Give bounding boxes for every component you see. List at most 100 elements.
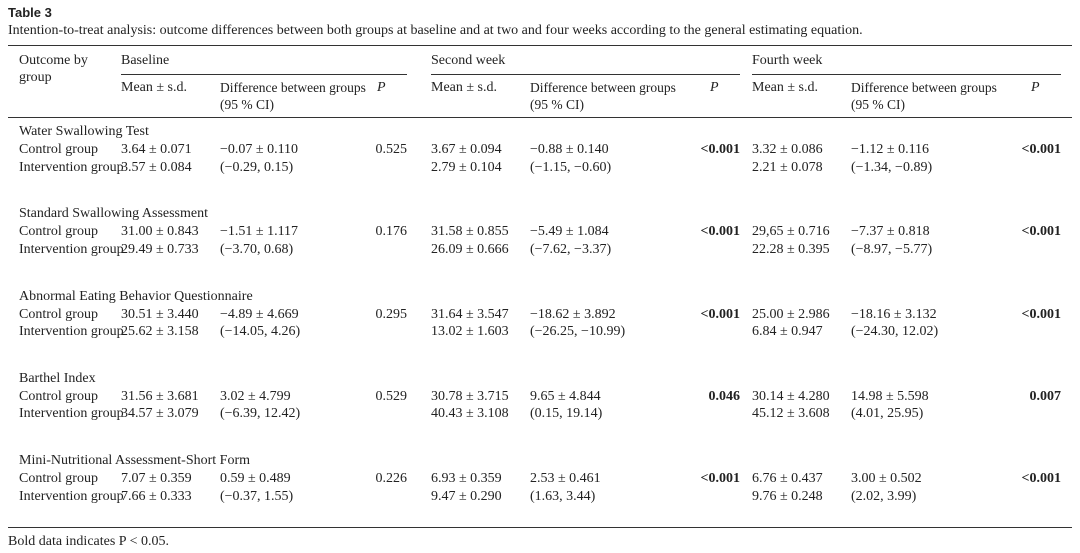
cell: 3.02 ± 4.799 — [220, 388, 291, 404]
column-header: Mean ± s.d. — [431, 80, 498, 95]
cell: (−0.37, 1.55) — [220, 488, 294, 504]
cell: 30.14 ± 4.280 — [752, 388, 830, 404]
column-header: P — [710, 80, 719, 95]
group-header: Fourth week — [752, 53, 823, 68]
cell: 34.57 ± 3.079 — [121, 406, 199, 422]
cell: 9.47 ± 0.290 — [431, 488, 502, 504]
column-header: Mean ± s.d. — [121, 80, 188, 95]
section-title: Water Swallowing Test — [19, 124, 149, 139]
row-label: Control group — [19, 224, 98, 240]
cell: 7.66 ± 0.333 — [121, 488, 192, 504]
cell: −18.16 ± 3.132 — [851, 306, 937, 322]
cell: (1.63, 3.44) — [530, 488, 596, 504]
section-title: Standard Swallowing Assessment — [19, 206, 208, 222]
cell: 25.62 ± 3.158 — [121, 324, 199, 340]
row-label: Control group — [19, 142, 98, 157]
cell: −7.37 ± 0.818 — [851, 224, 930, 240]
cell: −5.49 ± 1.084 — [530, 224, 609, 240]
cell: 29.49 ± 0.733 — [121, 241, 199, 257]
group-rule — [752, 74, 1061, 75]
cell: (−7.62, −3.37) — [530, 241, 612, 257]
row-label: Intervention group — [19, 324, 124, 340]
cell: 30.78 ± 3.715 — [431, 388, 509, 404]
p-value: <0.001 — [1021, 306, 1061, 322]
cell: 31.56 ± 3.681 — [121, 388, 199, 404]
column-header: Difference between groups (95 % CI) — [220, 80, 366, 112]
cell: (−3.70, 0.68) — [220, 241, 294, 257]
p-value: <0.001 — [700, 306, 740, 322]
cell: (−26.25, −10.99) — [530, 324, 626, 340]
p-value: <0.001 — [700, 471, 740, 487]
column-header: Difference between groups (95 % CI) — [851, 80, 997, 112]
p-value: <0.001 — [700, 224, 740, 240]
cell: (−6.39, 12.42) — [220, 406, 301, 422]
cell: 22.28 ± 0.395 — [752, 241, 830, 257]
cell: −1.51 ± 1.117 — [220, 224, 299, 240]
cell: (0.15, 19.14) — [530, 406, 603, 422]
p-value: 0.226 — [375, 471, 408, 487]
p-value: 0.525 — [375, 142, 408, 157]
cell: 9.65 ± 4.844 — [530, 388, 601, 404]
column-header: Difference between groups (95 % CI) — [530, 80, 676, 112]
cell: (−0.29, 0.15) — [220, 159, 294, 175]
row-label: Control group — [19, 306, 98, 322]
bottom-rule — [8, 527, 1072, 528]
table-label: Table 3 — [8, 5, 52, 20]
cell: 2.21 ± 0.078 — [752, 159, 823, 175]
cell: 31.64 ± 3.547 — [431, 306, 509, 322]
section-title: Abnormal Eating Behavior Questionnaire — [19, 288, 253, 304]
p-value: 0.046 — [708, 388, 741, 404]
group-header: Baseline — [121, 53, 170, 68]
column-header: P — [377, 80, 386, 95]
row-label: Intervention group — [19, 488, 124, 504]
cell: 45.12 ± 3.608 — [752, 406, 830, 422]
cell: 31.58 ± 0.855 — [431, 224, 509, 240]
column-header: Mean ± s.d. — [752, 80, 819, 95]
cell: 9.76 ± 0.248 — [752, 488, 823, 504]
cell: (2.02, 3.99) — [851, 488, 917, 504]
p-value: 0.529 — [375, 388, 408, 404]
footnote: Bold data indicates P < 0.05. — [8, 534, 169, 549]
cell: (−8.97, −5.77) — [851, 241, 933, 257]
cell: 30.51 ± 3.440 — [121, 306, 199, 322]
table-caption: Intention-to-treat analysis: outcome dif… — [8, 23, 863, 38]
cell: (−1.34, −0.89) — [851, 159, 933, 175]
cell: 40.43 ± 3.108 — [431, 406, 509, 422]
cell: −0.07 ± 0.110 — [220, 142, 299, 157]
cell: 13.02 ± 1.603 — [431, 324, 509, 340]
outcome-header: Outcome by group — [19, 53, 88, 85]
cell: 6.76 ± 0.437 — [752, 471, 823, 487]
cell: 14.98 ± 5.598 — [851, 388, 929, 404]
group-rule — [431, 74, 740, 75]
cell: −0.88 ± 0.140 — [530, 142, 609, 157]
cell: 3.57 ± 0.084 — [121, 159, 192, 175]
cell: −4.89 ± 4.669 — [220, 306, 299, 322]
cell: 3.64 ± 0.071 — [121, 142, 192, 157]
row-label: Control group — [19, 388, 98, 404]
p-value: 0.295 — [375, 306, 408, 322]
p-value: <0.001 — [1021, 142, 1061, 157]
cell: 2.79 ± 0.104 — [431, 159, 502, 175]
header-rule — [8, 117, 1072, 118]
cell: 31.00 ± 0.843 — [121, 224, 199, 240]
row-label: Intervention group — [19, 241, 124, 257]
p-value: <0.001 — [1021, 471, 1061, 487]
cell: 26.09 ± 0.666 — [431, 241, 509, 257]
p-value: <0.001 — [1021, 224, 1061, 240]
cell: 25.00 ± 2.986 — [752, 306, 830, 322]
cell: −1.12 ± 0.116 — [851, 142, 930, 157]
p-value: <0.001 — [700, 142, 740, 157]
column-header: P — [1031, 80, 1040, 95]
group-rule — [121, 74, 407, 75]
cell: 3.32 ± 0.086 — [752, 142, 823, 157]
section-title: Barthel Index — [19, 370, 96, 386]
cell: (−24.30, 12.02) — [851, 324, 939, 340]
cell: (4.01, 25.95) — [851, 406, 924, 422]
cell: 2.53 ± 0.461 — [530, 471, 601, 487]
cell: 29,65 ± 0.716 — [752, 224, 830, 240]
cell: 3.00 ± 0.502 — [851, 471, 922, 487]
p-value: 0.007 — [1029, 388, 1062, 404]
cell: 6.84 ± 0.947 — [752, 324, 823, 340]
row-label: Control group — [19, 471, 98, 487]
